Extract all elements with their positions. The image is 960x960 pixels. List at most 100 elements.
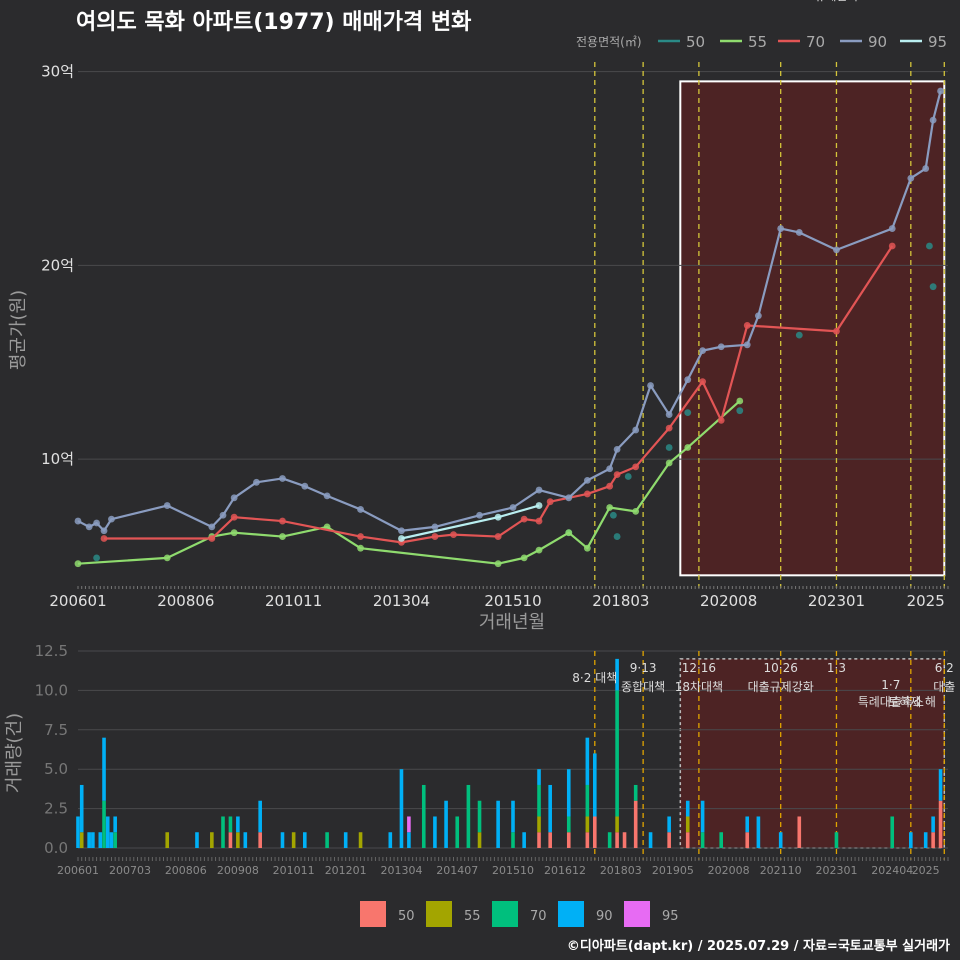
bar-segment-90 xyxy=(105,816,110,848)
bar-segment-50 xyxy=(931,832,935,848)
y-axis-title: 평균가(원) xyxy=(8,290,29,370)
data-point-70 xyxy=(583,490,591,498)
data-point-90 xyxy=(93,519,100,527)
x-tick-label: 200806 xyxy=(157,592,214,610)
event-label-date: 10·26 xyxy=(764,661,798,675)
x-tick-label-bottom: 202404 xyxy=(871,864,913,877)
data-point-50 xyxy=(613,533,621,540)
legend-swatch-55 xyxy=(426,901,452,927)
bar-segment-55 xyxy=(358,832,363,848)
bar-segment-70 xyxy=(477,800,482,833)
x-tick-label-bottom: 201407 xyxy=(436,864,478,877)
data-point-50 xyxy=(609,511,617,519)
data-point-55 xyxy=(583,544,591,552)
bar-segment-50 xyxy=(228,832,233,848)
bar-segment-90 xyxy=(700,800,705,833)
bar-segment-55 xyxy=(165,832,170,848)
event-label-policy: 종합대책 xyxy=(621,679,665,694)
footer-credit: ©디아파트(dapt.kr) / 2025.07.29 / 자료=국토교통부 실… xyxy=(566,939,950,954)
data-point-50 xyxy=(736,407,744,415)
event-label-date: 9·13 xyxy=(630,661,657,675)
data-point-70 xyxy=(230,513,238,521)
data-point-90 xyxy=(777,225,785,232)
data-point-90 xyxy=(565,494,573,502)
bar-segment-50 xyxy=(745,832,750,848)
y-tick-label-bottom: 2.5 xyxy=(44,800,68,818)
data-point-55 xyxy=(736,397,744,405)
bar-segment-90 xyxy=(243,832,248,848)
bar-segment-90 xyxy=(433,816,437,848)
data-point-90 xyxy=(665,411,673,418)
bar-segment-55 xyxy=(615,816,619,833)
bar-segment-90 xyxy=(615,658,619,691)
y-tick-label-bottom: 0.0 xyxy=(44,839,68,857)
bar-segment-90 xyxy=(667,816,671,833)
bar-segment-50 xyxy=(633,800,638,848)
legend-swatch-70 xyxy=(492,901,518,927)
x-tick-label-bottom: 201304 xyxy=(380,864,422,877)
data-point-55 xyxy=(520,554,528,562)
legend-label-bottom-95: 95 xyxy=(662,909,679,924)
x-tick-label: 201011 xyxy=(265,592,322,610)
data-point-70 xyxy=(632,463,640,471)
bar-segment-90 xyxy=(648,832,653,848)
data-point-55 xyxy=(163,554,171,562)
legend-label-bottom-55: 55 xyxy=(464,909,481,924)
bar-segment-50 xyxy=(258,832,262,848)
data-point-70 xyxy=(450,531,457,539)
data-point-50 xyxy=(795,331,803,339)
data-point-90 xyxy=(743,341,751,349)
x-tick-label: 201304 xyxy=(373,592,430,610)
data-point-90 xyxy=(583,477,591,484)
data-point-55 xyxy=(535,546,543,554)
data-point-50 xyxy=(926,242,933,250)
bar-segment-90 xyxy=(938,769,943,801)
y-tick-label-bottom: 7.5 xyxy=(44,721,68,739)
bar-segment-70 xyxy=(615,690,619,817)
bar-segment-90 xyxy=(745,816,750,833)
x-tick-label-bottom: 201510 xyxy=(492,864,534,877)
legend-label-bottom-70: 70 xyxy=(530,909,547,924)
bar-segment-90 xyxy=(931,816,935,833)
bar-segment-90 xyxy=(685,800,690,817)
event-label-date: 1·3 xyxy=(827,661,846,675)
event-label-extra: 토허제 해 xyxy=(888,695,936,709)
bar-segment-70 xyxy=(421,784,426,848)
data-point-50 xyxy=(93,554,100,562)
data-point-90 xyxy=(108,515,115,523)
bar-segment-90 xyxy=(87,832,91,848)
data-point-55 xyxy=(279,533,286,540)
data-point-90 xyxy=(535,486,543,494)
legend-swatch-95 xyxy=(624,901,650,927)
x-tick-label: 202008 xyxy=(700,592,757,610)
legend-label-90: 90 xyxy=(868,33,887,51)
bar-segment-90 xyxy=(585,737,590,785)
bar-segment-70 xyxy=(834,832,839,848)
bar-segment-90 xyxy=(76,816,80,848)
bar-segment-70 xyxy=(537,784,541,817)
bar-segment-55 xyxy=(79,832,84,848)
bar-segment-50 xyxy=(585,832,590,848)
data-point-90 xyxy=(754,312,762,320)
x-tick-label-bottom: 2025 xyxy=(912,864,940,877)
data-point-50 xyxy=(684,409,692,417)
data-point-70 xyxy=(613,471,621,478)
legend-swatch-50 xyxy=(360,901,386,927)
legend-label-bottom-50: 50 xyxy=(398,909,415,924)
bar-segment-50 xyxy=(797,816,802,848)
data-point-95 xyxy=(535,502,543,509)
bar-segment-90 xyxy=(444,800,448,848)
bar-segment-50 xyxy=(537,832,541,848)
legend-label-95: 95 xyxy=(928,33,947,51)
data-point-70 xyxy=(535,517,543,525)
data-point-90 xyxy=(301,482,309,490)
x-tick-label-bottom: 200601 xyxy=(57,864,99,877)
bar-segment-90 xyxy=(113,816,117,833)
bar-segment-55 xyxy=(236,832,240,848)
data-point-70 xyxy=(546,498,554,506)
data-point-90 xyxy=(279,475,286,482)
bar-segment-70 xyxy=(633,784,638,801)
data-point-90 xyxy=(357,506,364,513)
data-point-55 xyxy=(230,529,238,537)
data-point-90 xyxy=(684,376,692,384)
